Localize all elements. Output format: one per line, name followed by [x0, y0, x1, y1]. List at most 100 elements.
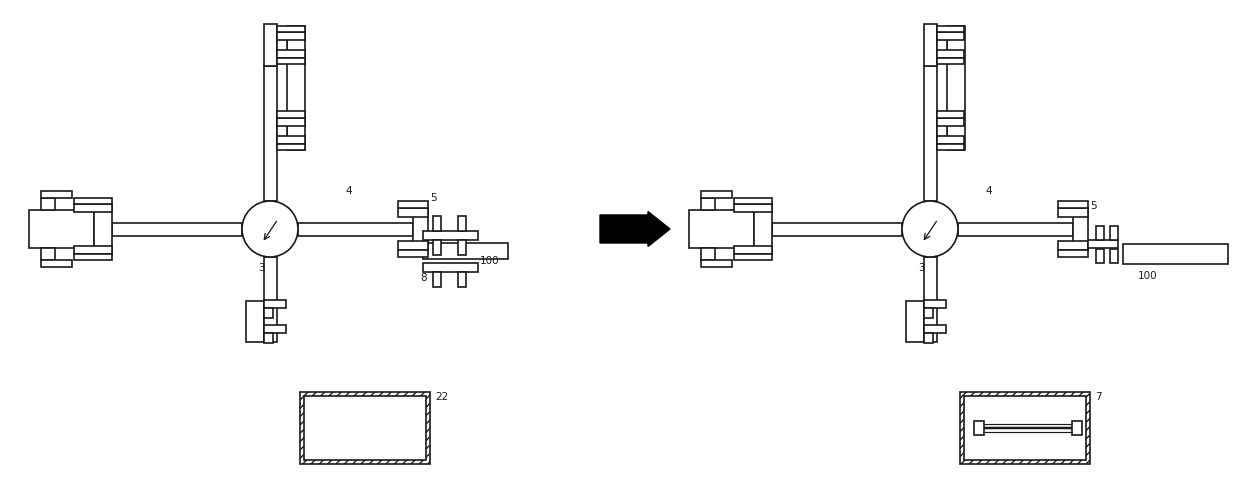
Text: 4: 4	[344, 186, 352, 196]
Bar	[701, 198, 715, 210]
Bar	[413, 208, 427, 250]
Bar	[1123, 244, 1228, 264]
Bar	[276, 136, 305, 144]
Bar	[41, 248, 55, 260]
Text: 5: 5	[1090, 201, 1097, 211]
Bar	[937, 118, 947, 144]
Bar	[74, 254, 112, 261]
Bar	[937, 50, 964, 58]
Bar	[304, 396, 426, 460]
Bar	[947, 25, 964, 150]
Bar	[1097, 249, 1104, 262]
Bar	[937, 144, 964, 150]
Bar	[937, 32, 947, 58]
Bar	[958, 223, 1073, 236]
Bar	[937, 25, 964, 32]
Bar	[964, 396, 1087, 460]
Bar	[276, 58, 305, 64]
Bar	[276, 118, 305, 126]
Bar	[458, 216, 466, 230]
Text: 22: 22	[435, 392, 449, 402]
Bar	[906, 301, 923, 342]
Bar	[299, 223, 413, 236]
Text: 8: 8	[420, 273, 426, 283]
Bar	[923, 66, 937, 201]
Text: 3: 3	[918, 263, 924, 273]
Text: 5: 5	[430, 193, 436, 203]
Bar	[458, 240, 466, 254]
Bar	[701, 191, 732, 198]
Bar	[1088, 240, 1118, 249]
Bar	[923, 325, 945, 333]
Bar	[937, 58, 964, 64]
Bar	[276, 112, 305, 118]
Bar	[923, 257, 937, 342]
Bar	[937, 136, 964, 144]
Bar	[398, 250, 427, 257]
Bar	[245, 301, 264, 342]
Bar	[264, 308, 274, 318]
Bar	[276, 32, 305, 40]
Bar	[276, 32, 286, 58]
Bar	[733, 198, 772, 204]
Bar	[1058, 201, 1088, 208]
Bar	[701, 260, 732, 267]
Bar	[733, 204, 772, 212]
Text: 7: 7	[1095, 392, 1101, 402]
Bar	[422, 243, 508, 259]
Circle shape	[242, 201, 299, 257]
Bar	[1058, 250, 1088, 257]
Bar	[960, 392, 1090, 464]
Bar	[276, 50, 305, 58]
Bar	[1110, 249, 1118, 262]
Bar	[1058, 208, 1088, 217]
Bar	[41, 260, 72, 267]
Bar	[112, 223, 242, 236]
Bar	[74, 198, 112, 204]
Bar	[398, 208, 427, 217]
Bar	[398, 201, 427, 208]
Bar	[422, 230, 478, 240]
Bar	[41, 191, 72, 198]
Bar	[755, 204, 772, 254]
Circle shape	[902, 201, 958, 257]
Bar	[74, 246, 112, 254]
Text: 6: 6	[413, 219, 419, 229]
Bar	[733, 246, 772, 254]
Bar	[264, 333, 274, 343]
Bar	[422, 262, 478, 272]
Text: 7: 7	[413, 249, 419, 259]
Bar	[276, 25, 305, 32]
Bar	[1110, 226, 1118, 240]
Bar	[300, 392, 430, 464]
Bar	[772, 223, 902, 236]
Bar	[923, 308, 933, 318]
Text: 4: 4	[985, 186, 991, 196]
Bar	[937, 118, 964, 126]
Bar	[264, 325, 285, 333]
Text: 3: 3	[258, 263, 265, 273]
Bar	[41, 198, 55, 210]
Bar	[937, 112, 964, 118]
Bar	[1097, 226, 1104, 240]
Bar	[1072, 421, 1082, 435]
Bar	[28, 210, 94, 248]
Bar	[733, 254, 772, 261]
FancyArrow shape	[600, 212, 670, 247]
Bar	[923, 24, 937, 66]
Bar	[432, 272, 441, 286]
Bar	[276, 144, 305, 150]
Bar	[264, 66, 276, 201]
Bar	[264, 24, 276, 66]
Bar	[458, 272, 466, 286]
Bar	[701, 248, 715, 260]
Text: 100: 100	[479, 256, 499, 266]
Bar	[276, 118, 286, 144]
Bar	[264, 257, 276, 342]
Bar	[1058, 241, 1088, 250]
Bar	[94, 204, 112, 254]
Bar	[937, 32, 964, 40]
Bar	[432, 240, 441, 254]
Bar	[689, 210, 755, 248]
Bar	[432, 216, 441, 230]
